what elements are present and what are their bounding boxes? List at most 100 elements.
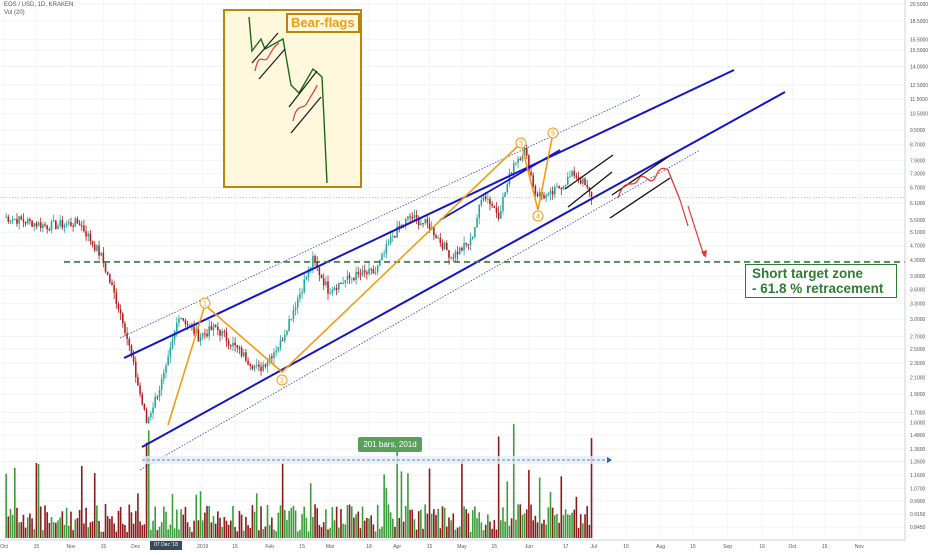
- time-tick-label: Nov: [67, 544, 76, 550]
- volume-bar: [325, 509, 327, 538]
- volume-bar: [11, 514, 14, 538]
- volume-bar: [74, 519, 77, 538]
- volume-bar: [115, 531, 118, 538]
- volume-bar: [96, 505, 98, 538]
- candle-body: [536, 193, 539, 196]
- candle-body: [223, 331, 226, 333]
- volume-bar: [55, 522, 57, 538]
- volume-bar: [541, 523, 543, 538]
- candle-body: [279, 339, 282, 348]
- time-tick-label: 15: [822, 544, 828, 550]
- volume-bar: [547, 507, 550, 538]
- volume-bar: [158, 526, 161, 538]
- candle-body: [147, 417, 150, 423]
- candle-body: [385, 244, 388, 254]
- candle-body: [16, 219, 18, 224]
- volume-bar: [223, 516, 226, 538]
- volume-bar: [78, 509, 81, 538]
- volume-bar: [31, 518, 33, 538]
- candle-body: [335, 287, 338, 290]
- candle-body: [158, 389, 161, 397]
- candle-body: [344, 280, 347, 283]
- price-tick-label: 1.7000: [910, 410, 926, 416]
- candle-body: [517, 158, 519, 163]
- volume-bar: [454, 529, 457, 538]
- volume-bar: [577, 527, 580, 538]
- price-tick-label: 0.8450: [910, 525, 926, 531]
- candle-body: [415, 215, 418, 218]
- candle-body: [227, 340, 230, 346]
- channel-lower-line: [141, 91, 786, 448]
- price-tick-label: 2.5000: [910, 347, 926, 353]
- volume-bar: [139, 521, 141, 538]
- volume-bar: [588, 524, 591, 538]
- candle-body: [305, 276, 308, 280]
- volume-bar: [271, 517, 273, 538]
- time-tick-label: 16: [759, 544, 765, 550]
- candle-body: [519, 158, 522, 160]
- candle-body: [404, 219, 407, 225]
- candle-body: [281, 339, 284, 341]
- volume-bar: [14, 467, 16, 538]
- price-tick-label: 5.1000: [910, 230, 926, 236]
- candle-body: [394, 236, 396, 238]
- volume-bar: [264, 526, 267, 538]
- volume-bar: [340, 509, 342, 538]
- candle-body: [96, 245, 98, 251]
- volume-bar: [167, 529, 169, 538]
- volume-bar: [284, 509, 286, 538]
- bear-flags-diagram: [248, 16, 328, 184]
- price-tick-label: 9.5000: [910, 128, 926, 134]
- candle-body: [26, 219, 29, 224]
- volume-bar: [221, 526, 223, 538]
- volume-bar: [549, 491, 552, 538]
- candle-body: [525, 148, 528, 156]
- candle-body: [340, 282, 342, 284]
- volume-bar: [277, 512, 280, 538]
- volume-bar: [165, 511, 167, 538]
- volume-bar: [255, 493, 258, 538]
- candle-body: [145, 409, 148, 423]
- candle-body: [201, 333, 204, 337]
- volume-bar: [33, 529, 36, 538]
- candle-body: [389, 236, 392, 244]
- volume-bar: [506, 481, 509, 538]
- price-tick-label: 20.5000: [910, 2, 928, 8]
- volume-bar: [571, 512, 573, 538]
- volume-bar: [439, 528, 442, 538]
- price-axis: 20.5000 18.5000 16.5000 15.5000 14.0000 12.50…: [904, 0, 932, 540]
- volume-bar: [342, 523, 344, 538]
- volume-bar: [18, 522, 20, 538]
- volume-bar: [68, 525, 70, 538]
- candle-body: [156, 396, 159, 398]
- candle-body: [271, 356, 273, 359]
- volume-bar: [512, 423, 515, 538]
- volume-bar: [288, 510, 290, 538]
- candle-body: [560, 187, 563, 190]
- volume-bar: [204, 512, 206, 538]
- volume-bar: [487, 514, 489, 538]
- volume-bar: [450, 520, 452, 538]
- candle-body: [18, 216, 20, 224]
- candle-body: [85, 231, 87, 237]
- flag-upper-line: [564, 154, 614, 190]
- candle-body: [50, 221, 53, 231]
- volume-bar: [98, 520, 100, 538]
- candle-body: [515, 162, 517, 164]
- candle-body: [59, 220, 61, 226]
- candle-body: [312, 256, 314, 268]
- volume-bar: [87, 527, 90, 538]
- candle-body: [327, 281, 329, 294]
- volume-bar: [178, 529, 180, 538]
- volume-bar: [422, 528, 424, 538]
- volume-bar: [482, 530, 485, 538]
- volume-bar: [538, 477, 541, 538]
- volume-bar: [536, 522, 539, 538]
- volume-bar: [458, 526, 461, 538]
- candle-body: [119, 309, 122, 314]
- candle-body: [249, 364, 252, 366]
- price-tick-label: 2.3000: [910, 361, 926, 367]
- volume-bar: [489, 521, 491, 538]
